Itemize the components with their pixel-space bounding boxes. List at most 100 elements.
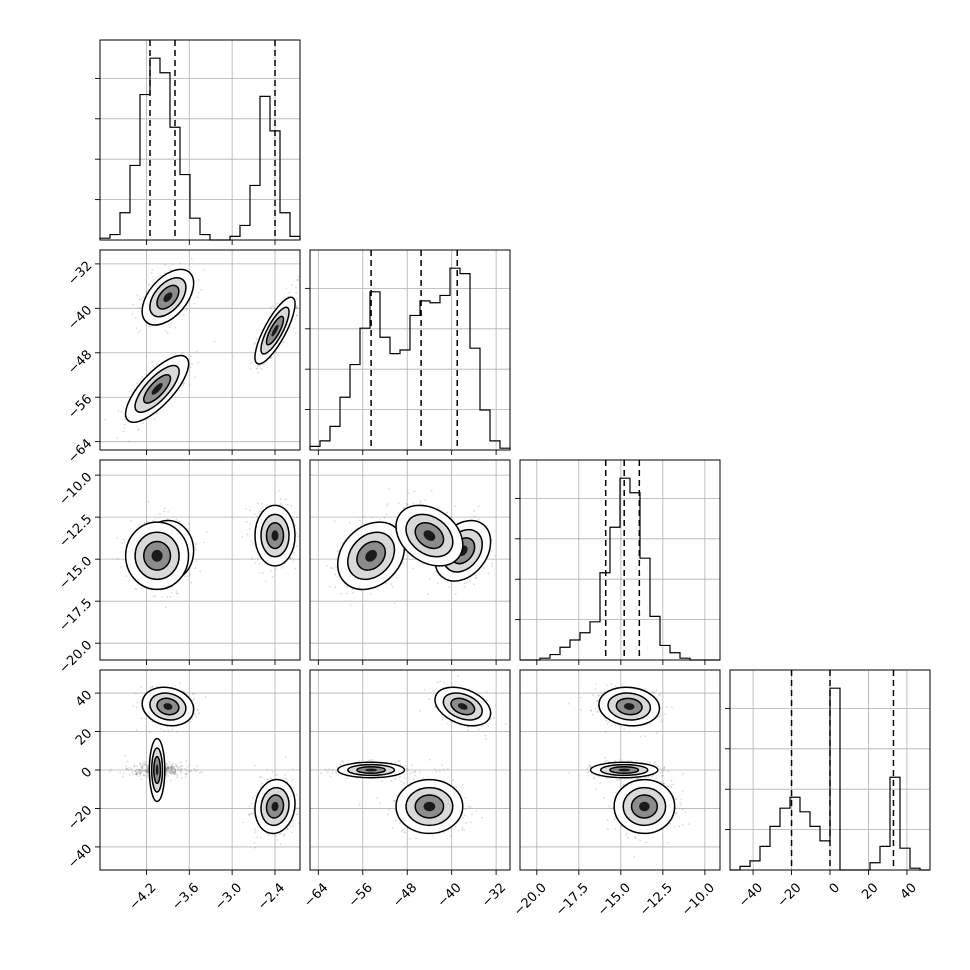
sample-point-0 [195, 548, 198, 551]
sample-point-2 [249, 528, 251, 531]
sample-point-0 [151, 721, 154, 723]
sample-point-1 [173, 768, 176, 770]
sample-point-2 [245, 507, 248, 510]
sample-point-2 [260, 836, 262, 839]
sample-point-1 [170, 770, 172, 772]
density-contour [347, 531, 396, 581]
density-mode-1 [124, 521, 190, 591]
sample-point-2 [291, 284, 293, 286]
sample-point-1 [169, 768, 172, 771]
sample-point-2 [259, 367, 262, 370]
sample-point-1 [167, 767, 170, 770]
sample-point-1 [165, 768, 168, 771]
sample-point-0 [151, 685, 154, 688]
sample-point-1 [174, 770, 177, 773]
sample-point-1 [116, 557, 119, 560]
sample-point-1 [175, 763, 177, 766]
density-contour [265, 794, 285, 819]
sample-point-1 [165, 769, 168, 771]
sample-point-1 [171, 770, 174, 773]
sample-point-1 [175, 765, 178, 768]
sample-point-1 [185, 759, 188, 762]
sample-point-0 [194, 546, 197, 548]
sample-point-1 [183, 767, 186, 770]
sample-point-1 [187, 575, 189, 578]
sample-point-1 [194, 567, 197, 570]
sample-point-1 [145, 770, 147, 773]
sample-point-2 [267, 834, 270, 837]
sample-point-0 [492, 717, 495, 719]
sample-point-1 [168, 760, 171, 763]
sample-point-0 [441, 686, 444, 689]
panel-frame [519, 459, 721, 661]
sample-point-1 [359, 519, 361, 522]
sample-point-2 [290, 504, 293, 507]
sample-point-1 [170, 765, 173, 768]
sample-point-0 [178, 313, 181, 316]
sample-point-0 [147, 501, 150, 503]
sample-point-1 [134, 587, 137, 590]
sample-point-0 [160, 728, 162, 730]
sample-point-1 [141, 376, 143, 378]
sample-point-1 [169, 772, 172, 775]
sample-point-1 [124, 765, 127, 768]
density-contour [395, 504, 464, 567]
sample-point-2 [256, 367, 258, 369]
sample-point-2 [254, 562, 257, 564]
hist-panel-3 [515, 459, 721, 665]
sample-point-1 [187, 769, 190, 771]
sample-point-1 [122, 775, 124, 778]
sample-point-0 [135, 729, 138, 731]
sample-point-1 [108, 770, 111, 773]
sample-point-1 [166, 771, 169, 773]
sample-point-1 [171, 768, 174, 771]
sample-point-1 [165, 763, 168, 766]
sample-point-2 [292, 786, 295, 789]
sample-point-2 [248, 805, 251, 808]
density-contour [254, 504, 296, 567]
sample-point-1 [348, 521, 351, 524]
sample-point-1 [174, 771, 176, 774]
sample-point-2 [283, 833, 285, 836]
sample-point-0 [121, 542, 123, 544]
sample-point-0 [143, 296, 145, 299]
density-contour [148, 737, 166, 803]
density-contour [356, 540, 387, 571]
sample-point-0 [192, 693, 195, 696]
sample-point-2 [295, 545, 298, 548]
density-contour [141, 268, 195, 326]
histogram-steps [99, 57, 301, 241]
sample-point-1 [179, 761, 182, 764]
sample-point-2 [291, 768, 294, 770]
sample-point-2 [296, 813, 299, 816]
sample-point-1 [362, 516, 365, 518]
panel-frame [309, 459, 511, 661]
sample-point-0 [135, 327, 138, 329]
sample-point-0 [151, 268, 154, 271]
sample-point-2 [271, 576, 274, 578]
sample-point-0 [149, 687, 152, 689]
sample-point-1 [145, 770, 148, 773]
sample-point-2 [257, 371, 259, 374]
sample-point-2 [252, 543, 255, 545]
sample-point-2 [266, 769, 269, 771]
sample-point-1 [146, 770, 149, 773]
sample-point-0 [475, 577, 478, 579]
sample-point-2 [294, 317, 297, 320]
sample-point-1 [146, 769, 149, 772]
sample-point-0 [198, 279, 200, 281]
density-mode-1 [148, 737, 166, 803]
sample-point-0 [465, 581, 468, 584]
sample-point-0 [183, 690, 186, 693]
sample-point-1 [199, 771, 201, 774]
density-contour [265, 315, 285, 346]
sample-point-2 [419, 501, 422, 504]
sample-point-1 [135, 588, 138, 590]
sample-point-1 [140, 778, 143, 780]
sample-point-1 [169, 595, 172, 598]
sample-point-2 [292, 560, 295, 563]
sample-point-2 [297, 535, 299, 538]
sample-point-0 [494, 554, 497, 557]
sample-point-2 [292, 819, 294, 822]
sample-point-0 [442, 717, 445, 719]
